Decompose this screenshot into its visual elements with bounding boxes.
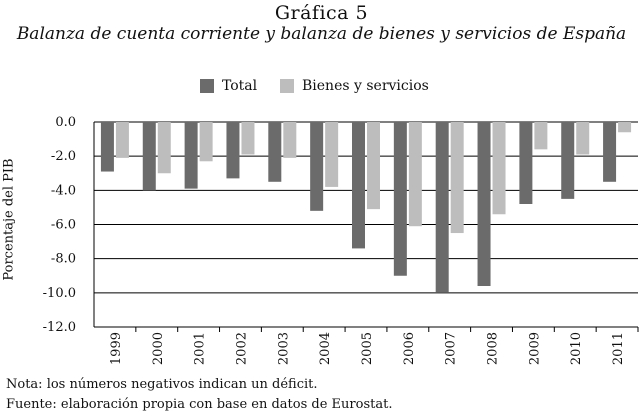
x-tick-label: 1999 (109, 332, 124, 365)
bar-bienes (283, 122, 297, 158)
y-tick-label: -12.0 (43, 320, 76, 335)
x-tick-label: 2002 (234, 332, 249, 365)
x-tick-label: 2006 (402, 332, 417, 365)
bar-total (184, 122, 198, 189)
x-tick-label: 2004 (318, 332, 333, 365)
bar-total (477, 122, 491, 286)
bar-bienes (115, 122, 129, 158)
bar-bienes (241, 122, 255, 155)
bar-total (435, 122, 449, 293)
x-tick-label: 2001 (193, 332, 208, 365)
bar-bienes (408, 122, 422, 227)
bar-total (268, 122, 282, 182)
bar-total (100, 122, 114, 172)
x-tick-label: 2011 (611, 332, 626, 365)
legend-swatch-total (200, 79, 214, 93)
bar-total (142, 122, 156, 191)
legend-swatch-bienes (280, 79, 294, 93)
x-tick-label: 2010 (569, 332, 584, 365)
y-tick-label: -10.0 (43, 286, 76, 301)
bar-bienes (199, 122, 213, 162)
bar-total (561, 122, 575, 199)
legend-label-total: Total (222, 78, 258, 94)
bar-bienes (576, 122, 590, 155)
bar-total (310, 122, 324, 211)
y-tick-label: 0.0 (55, 115, 76, 130)
x-tick-label: 2007 (444, 332, 459, 365)
x-tick-label: 2008 (486, 332, 501, 365)
legend-label-bienes: Bienes y servicios (302, 78, 429, 94)
bar-total (393, 122, 407, 276)
y-tick-label: -4.0 (51, 183, 76, 198)
figure-title: Balanza de cuenta corriente y balanza de… (16, 24, 627, 44)
bar-chart: 0.0 -2.0 -4.0 -6.0 -8.0 -10.0 -12.0 1999 2000 200… (43, 115, 639, 365)
bar-total (226, 122, 240, 179)
bar-bienes (534, 122, 548, 150)
bar-total (603, 122, 617, 182)
x-tick-label: 2005 (360, 332, 375, 365)
source-text: Fuente: elaboración propia con base en d… (6, 397, 393, 412)
y-tick-label: -6.0 (51, 218, 76, 233)
x-tick-label: 2009 (527, 332, 542, 365)
bar-bienes (618, 122, 632, 133)
bar-bienes (492, 122, 506, 215)
bar-bienes (325, 122, 339, 187)
y-tick-label: -8.0 (51, 252, 76, 267)
note-text: Nota: los números negativos indican un d… (6, 377, 318, 392)
bar-total (352, 122, 365, 249)
bar-total (519, 122, 533, 204)
bar-bienes (157, 122, 171, 174)
bar-bienes (367, 122, 380, 210)
figure-label: Gráfica 5 (274, 2, 369, 24)
y-tick-label: -2.0 (51, 149, 76, 164)
x-tick-label: 2003 (276, 332, 291, 365)
x-tick-label: 2000 (151, 332, 166, 365)
bar-bienes (450, 122, 464, 234)
